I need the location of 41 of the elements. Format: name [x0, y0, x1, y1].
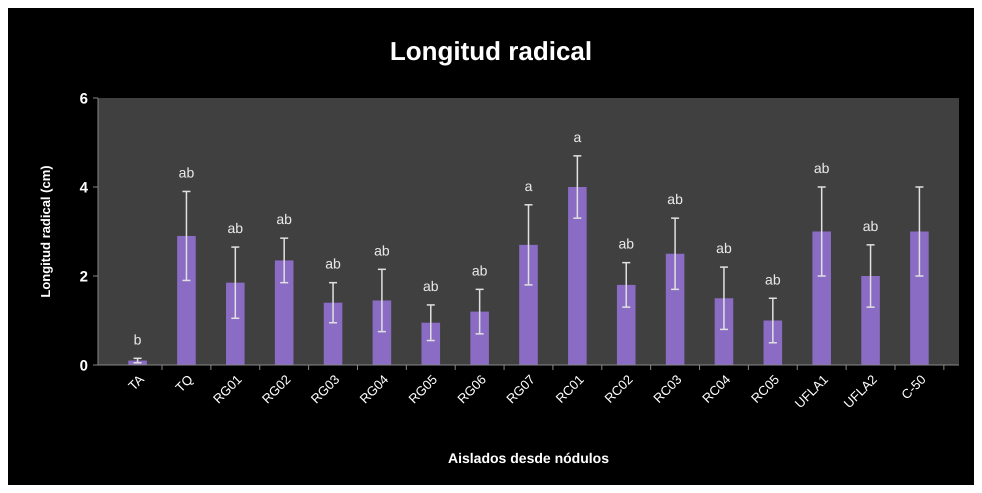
annotation: ab — [178, 164, 194, 180]
annotation: ab — [814, 160, 830, 176]
y-tick-label: 0 — [80, 357, 88, 374]
y-tick-label: 2 — [80, 268, 88, 286]
annotation: ab — [716, 240, 732, 256]
bar — [861, 276, 880, 365]
bar — [226, 282, 245, 365]
annotation: ab — [325, 256, 342, 272]
bar — [714, 298, 734, 365]
chart-title: Longitud radical — [390, 36, 592, 66]
bar — [568, 187, 587, 365]
bar — [910, 232, 929, 365]
bar — [519, 244, 538, 365]
bar — [470, 312, 489, 365]
bar — [421, 322, 440, 365]
annotation: ab — [228, 220, 244, 236]
y-axis-title: Longitud radical (cm) — [38, 165, 53, 298]
annotation: b — [134, 331, 142, 348]
annotation: a — [573, 128, 582, 145]
y-tick-label: 6 — [80, 90, 88, 108]
annotation: ab — [422, 278, 439, 294]
annotation: ab — [276, 211, 292, 228]
annotation: a — [524, 178, 533, 194]
bar — [372, 300, 392, 365]
annotation: ab — [765, 271, 781, 288]
bar — [764, 320, 782, 365]
bar — [812, 232, 831, 365]
annotation: ab — [862, 218, 879, 234]
bar — [616, 284, 636, 365]
x-axis-title: Aislados desde nódulos — [448, 450, 610, 466]
bar — [274, 260, 294, 365]
annotation: ab — [374, 242, 390, 258]
x-tick-label: TA — [125, 372, 148, 394]
annotation: ab — [618, 236, 634, 252]
x-tick-label: TQ — [172, 372, 196, 396]
y-tick-label: 4 — [80, 179, 89, 196]
annotation: ab — [667, 191, 684, 208]
bar — [177, 236, 196, 365]
annotation: ab — [472, 262, 488, 278]
bar — [324, 302, 342, 365]
bar — [666, 254, 684, 365]
